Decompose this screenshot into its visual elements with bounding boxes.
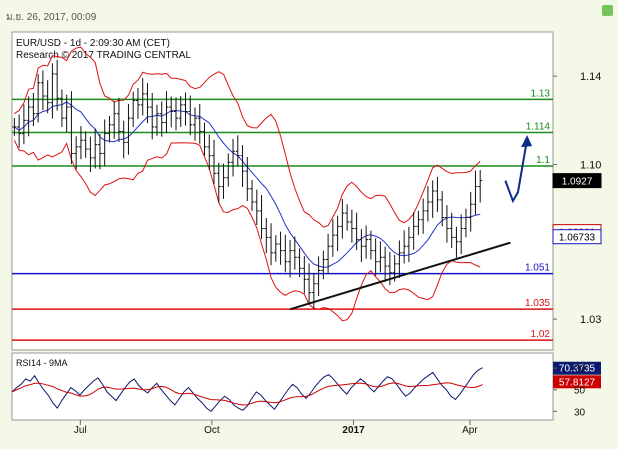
x-tick-label: Oct	[204, 425, 220, 436]
rsi-title: RSI14 - 9MA	[16, 358, 68, 368]
rsi-tag-box	[553, 361, 601, 375]
forecast-arrow	[504, 138, 529, 204]
rsi-tick-label: 70	[574, 364, 586, 375]
x-tick-label: 2017	[342, 425, 365, 436]
level-label: 1.1	[536, 155, 550, 166]
support-trendline	[290, 241, 511, 311]
level-label: 1.114	[526, 121, 551, 132]
chart-title: EUR/USD - 1d - 2:09:30 AM (CET)	[16, 38, 170, 49]
rsi-tag-label: 70.3735	[559, 364, 596, 375]
forecast-arrowhead	[521, 135, 533, 148]
title-bar: ม.ย. 26, 2017, 00:09	[0, 0, 618, 28]
level-label: 1.035	[525, 298, 550, 309]
y-tick-label: 1.14	[580, 71, 601, 83]
chart-subtitle: Research © 2017 TRADING CENTRAL	[16, 50, 191, 61]
rsi-tick-label: 30	[574, 407, 586, 418]
bollinger-lower	[13, 139, 481, 322]
y-tick-label: 1.03	[580, 314, 601, 326]
level-label: 1.051	[525, 263, 550, 274]
rsi-panel	[11, 352, 554, 421]
rsi-tag-box	[553, 375, 601, 389]
rsi-line	[11, 367, 483, 413]
price-tag-box	[552, 229, 602, 245]
level-label: 1.02	[531, 329, 551, 340]
price-tag-label: 1.06733	[559, 233, 596, 244]
timestamp: ม.ย. 26, 2017, 00:09	[6, 12, 97, 23]
price-tag-box	[552, 173, 602, 189]
rsi-ma-line	[11, 382, 483, 406]
close-button[interactable]	[602, 5, 613, 16]
price-tag-label: 1.0927	[562, 177, 593, 188]
rsi-tick-label: 50	[574, 386, 586, 397]
x-tick-label: Jul	[74, 425, 87, 436]
level-label: 1.13	[531, 88, 551, 99]
x-tick-label: Apr	[462, 425, 478, 436]
price-panel	[11, 31, 554, 351]
y-tick-label: 1.10	[580, 160, 601, 172]
bollinger-upper	[14, 46, 481, 228]
rsi-tag-label: 57.8127	[559, 377, 596, 388]
